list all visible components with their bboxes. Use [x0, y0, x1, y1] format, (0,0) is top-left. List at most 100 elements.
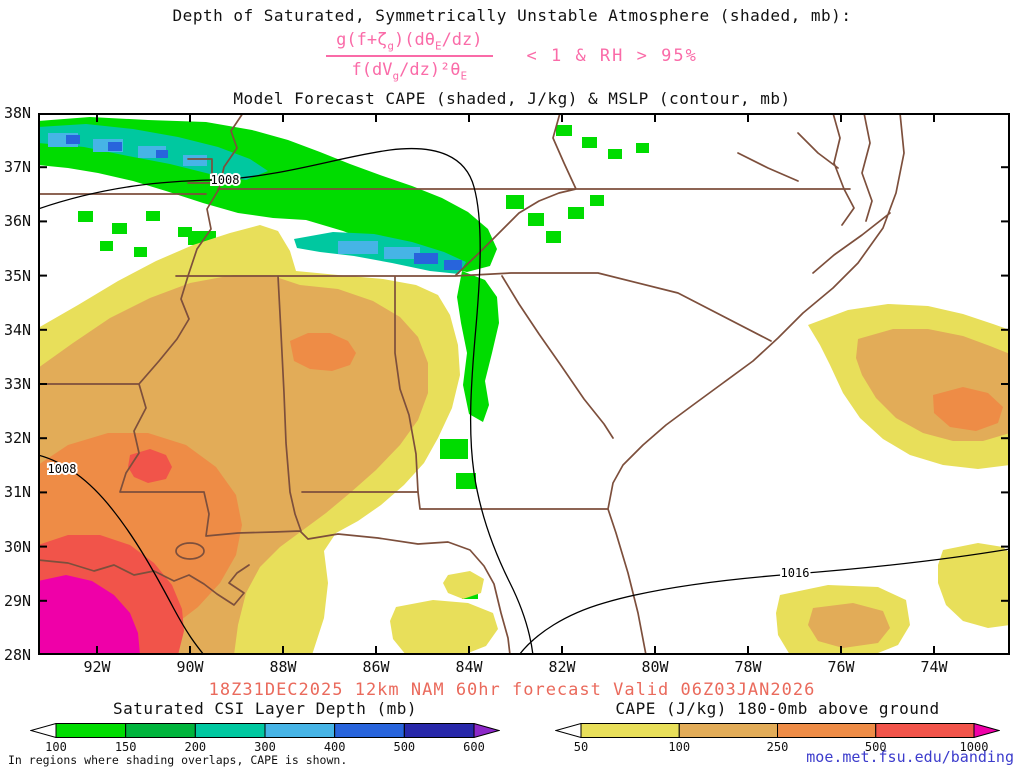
cape-yellow-florida-patch [390, 600, 498, 655]
x-axis-label: 76W [827, 658, 855, 676]
cape-orange-blob-alabama [290, 333, 356, 371]
contour-label: 1008 [211, 173, 240, 187]
colorbar-tick-label: 100 [45, 740, 67, 754]
csi-lightblue-patch [183, 155, 207, 166]
y-axis-label: 31N [4, 483, 32, 502]
csi-legend-title: Saturated CSI Layer Depth (mb) [113, 699, 417, 718]
x-axis-label: 80W [641, 658, 669, 676]
colorbar-segment [875, 723, 975, 738]
colorbar-tick-label: 250 [766, 740, 789, 754]
cape-red-spot [128, 449, 172, 483]
forecast-valid-text: 18Z31DEC2025 12km NAM 60hr forecast Vali… [208, 680, 816, 700]
cape-colorbar [555, 723, 1000, 738]
y-axis-label: 30N [4, 537, 32, 556]
cape-yellow-corner-patch [938, 543, 1010, 628]
csi-formula: g(f+ζg)(dθE/dz) f(dVg/dz)²θE < 1 & RH > … [0, 30, 1024, 83]
state-border-lines [37, 112, 905, 656]
y-axis-label: 34N [4, 320, 32, 339]
formula-condition: < 1 & RH > 95% [526, 46, 698, 67]
y-axis-label: 29N [4, 591, 32, 610]
colorbar-tick-label: 200 [184, 740, 207, 754]
cape-orange-atlantic-core [933, 387, 1003, 431]
cape-legend-title: CAPE (J/kg) 180-0mb above ground [615, 699, 940, 718]
page-title: Depth of Saturated, Symmetrically Unstab… [172, 6, 852, 25]
csi-blue-patch [156, 150, 168, 158]
y-axis-label: 33N [4, 375, 32, 393]
x-axis-label: 74W [920, 658, 948, 676]
colorbar-tick-label: 600 [463, 740, 485, 754]
colorbar-segment [125, 723, 196, 738]
colorbar-segment [678, 723, 778, 738]
colorbar-tick-label: 1000 [959, 740, 989, 754]
map-plot-area: 1008 1008 1016 [37, 112, 1011, 656]
csi-lightblue-patch [384, 247, 420, 259]
colorbar-segment [55, 723, 127, 738]
csi-lightblue-patch [338, 241, 378, 254]
contour-label: 1008 [48, 462, 77, 476]
y-axis-label: 36N [4, 212, 32, 231]
colorbar-segment [194, 723, 266, 738]
cape-magenta-main [38, 575, 140, 655]
formula-denominator: f(dVg/dz)²θE [351, 60, 468, 83]
cape-yellow-florida-small [443, 571, 484, 599]
colorbar-segment [555, 723, 582, 738]
colorbar-tick-label: 150 [114, 740, 137, 754]
x-axis-label: 82W [548, 658, 576, 676]
subtitle: Model Forecast CAPE (shaded, J/kg) & MSL… [233, 89, 791, 108]
cape-colorbar-labels: 50 100 250 500 1000 [555, 740, 1000, 754]
colorbar-tick-label: 300 [254, 740, 276, 754]
csi-shading [38, 117, 649, 599]
mslp-contours [37, 147, 1011, 656]
csi-legend: Saturated CSI Layer Depth (mb) 100 150 200… [30, 699, 500, 754]
colorbar-segment [403, 723, 475, 738]
x-axis-label: 78W [734, 658, 762, 676]
forecast-map: 1008 1008 1016 [37, 112, 1011, 656]
lake-pontchartrain [175, 542, 205, 560]
cape-shading [38, 225, 1010, 655]
contour-label: 1016 [781, 566, 810, 580]
colorbar-segment [777, 723, 877, 738]
colorbar-segment [30, 723, 57, 738]
csi-blue-patch [414, 253, 438, 264]
overlap-note: In regions where shading overlaps, CAPE … [8, 753, 348, 767]
csi-colorbar [30, 723, 500, 738]
csi-blue-patch [108, 142, 122, 151]
cape-legend: CAPE (J/kg) 180-0mb above ground 50 100 25… [555, 699, 1000, 754]
csi-colorbar-labels: 100 150 200 300 400 500 600 [30, 740, 500, 754]
csi-blue-patch [444, 260, 462, 270]
x-axis-label: 86W [362, 658, 390, 676]
state-borders [37, 112, 905, 656]
x-axis-label: 92W [83, 658, 111, 676]
y-axis-label: 35N [4, 266, 32, 285]
x-axis-label: 84W [455, 658, 483, 676]
mslp-contour-1008-north [37, 147, 534, 656]
csi-blue-patch [66, 135, 80, 144]
colorbar-tick-label: 50 [573, 740, 589, 754]
y-axis-label: 37N [4, 158, 32, 177]
map-frame [38, 113, 1010, 655]
colorbar-segment [580, 723, 680, 738]
y-axis-label: 28N [4, 646, 32, 664]
colorbar-segment [334, 723, 405, 738]
csi-green-patches [78, 125, 649, 599]
formula-numerator: g(f+ζg)(dθE/dz) [326, 30, 493, 58]
x-axis-label: 90W [176, 658, 204, 676]
colorbar-segment [473, 723, 500, 738]
y-axis-label: 32N [4, 429, 32, 448]
colorbar-tick-label: 500 [393, 740, 416, 754]
y-axis-label: 38N [4, 104, 32, 122]
colorbar-tick-label: 100 [668, 740, 691, 754]
colorbar-tick-label: 400 [323, 740, 346, 754]
formula-fraction: g(f+ζg)(dθE/dz) f(dVg/dz)²θE [326, 30, 493, 83]
cape-tan-southeast-core [808, 603, 890, 648]
colorbar-segment [973, 723, 1000, 738]
colorbar-tick-label: 500 [864, 740, 887, 754]
csi-green-strip-georgia [457, 271, 499, 422]
x-axis-label: 88W [269, 658, 297, 676]
contour-labels: 1008 1008 1016 [46, 171, 812, 582]
mslp-contour-1016 [518, 548, 1011, 656]
website-link[interactable]: moe.met.fsu.edu/banding [806, 748, 1014, 766]
mslp-contour-1008-southwest [37, 454, 205, 656]
colorbar-segment [264, 723, 336, 738]
